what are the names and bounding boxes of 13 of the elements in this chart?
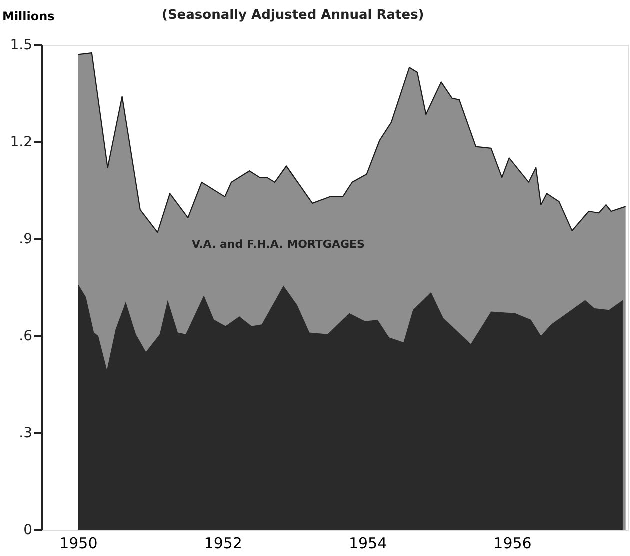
y-tick-label: 1.5: [10, 38, 32, 54]
y-tick-label: .3: [19, 426, 32, 442]
y-tick-label: .9: [19, 232, 32, 248]
x-tick-label: 1952: [204, 534, 242, 552]
x-tick-label: 1954: [348, 534, 388, 552]
x-tick-label: 1950: [60, 534, 98, 552]
y-tick-label: 1.2: [10, 134, 32, 150]
x-tick-label: 1956: [494, 534, 532, 552]
series-label: V.A. and F.H.A. MORTGAGES: [192, 238, 366, 251]
y-axis-title: Millions: [2, 10, 55, 24]
y-tick-label: .6: [19, 328, 33, 344]
chart-title: (Seasonally Adjusted Annual Rates): [162, 8, 424, 23]
y-tick-label: 0: [24, 522, 32, 538]
